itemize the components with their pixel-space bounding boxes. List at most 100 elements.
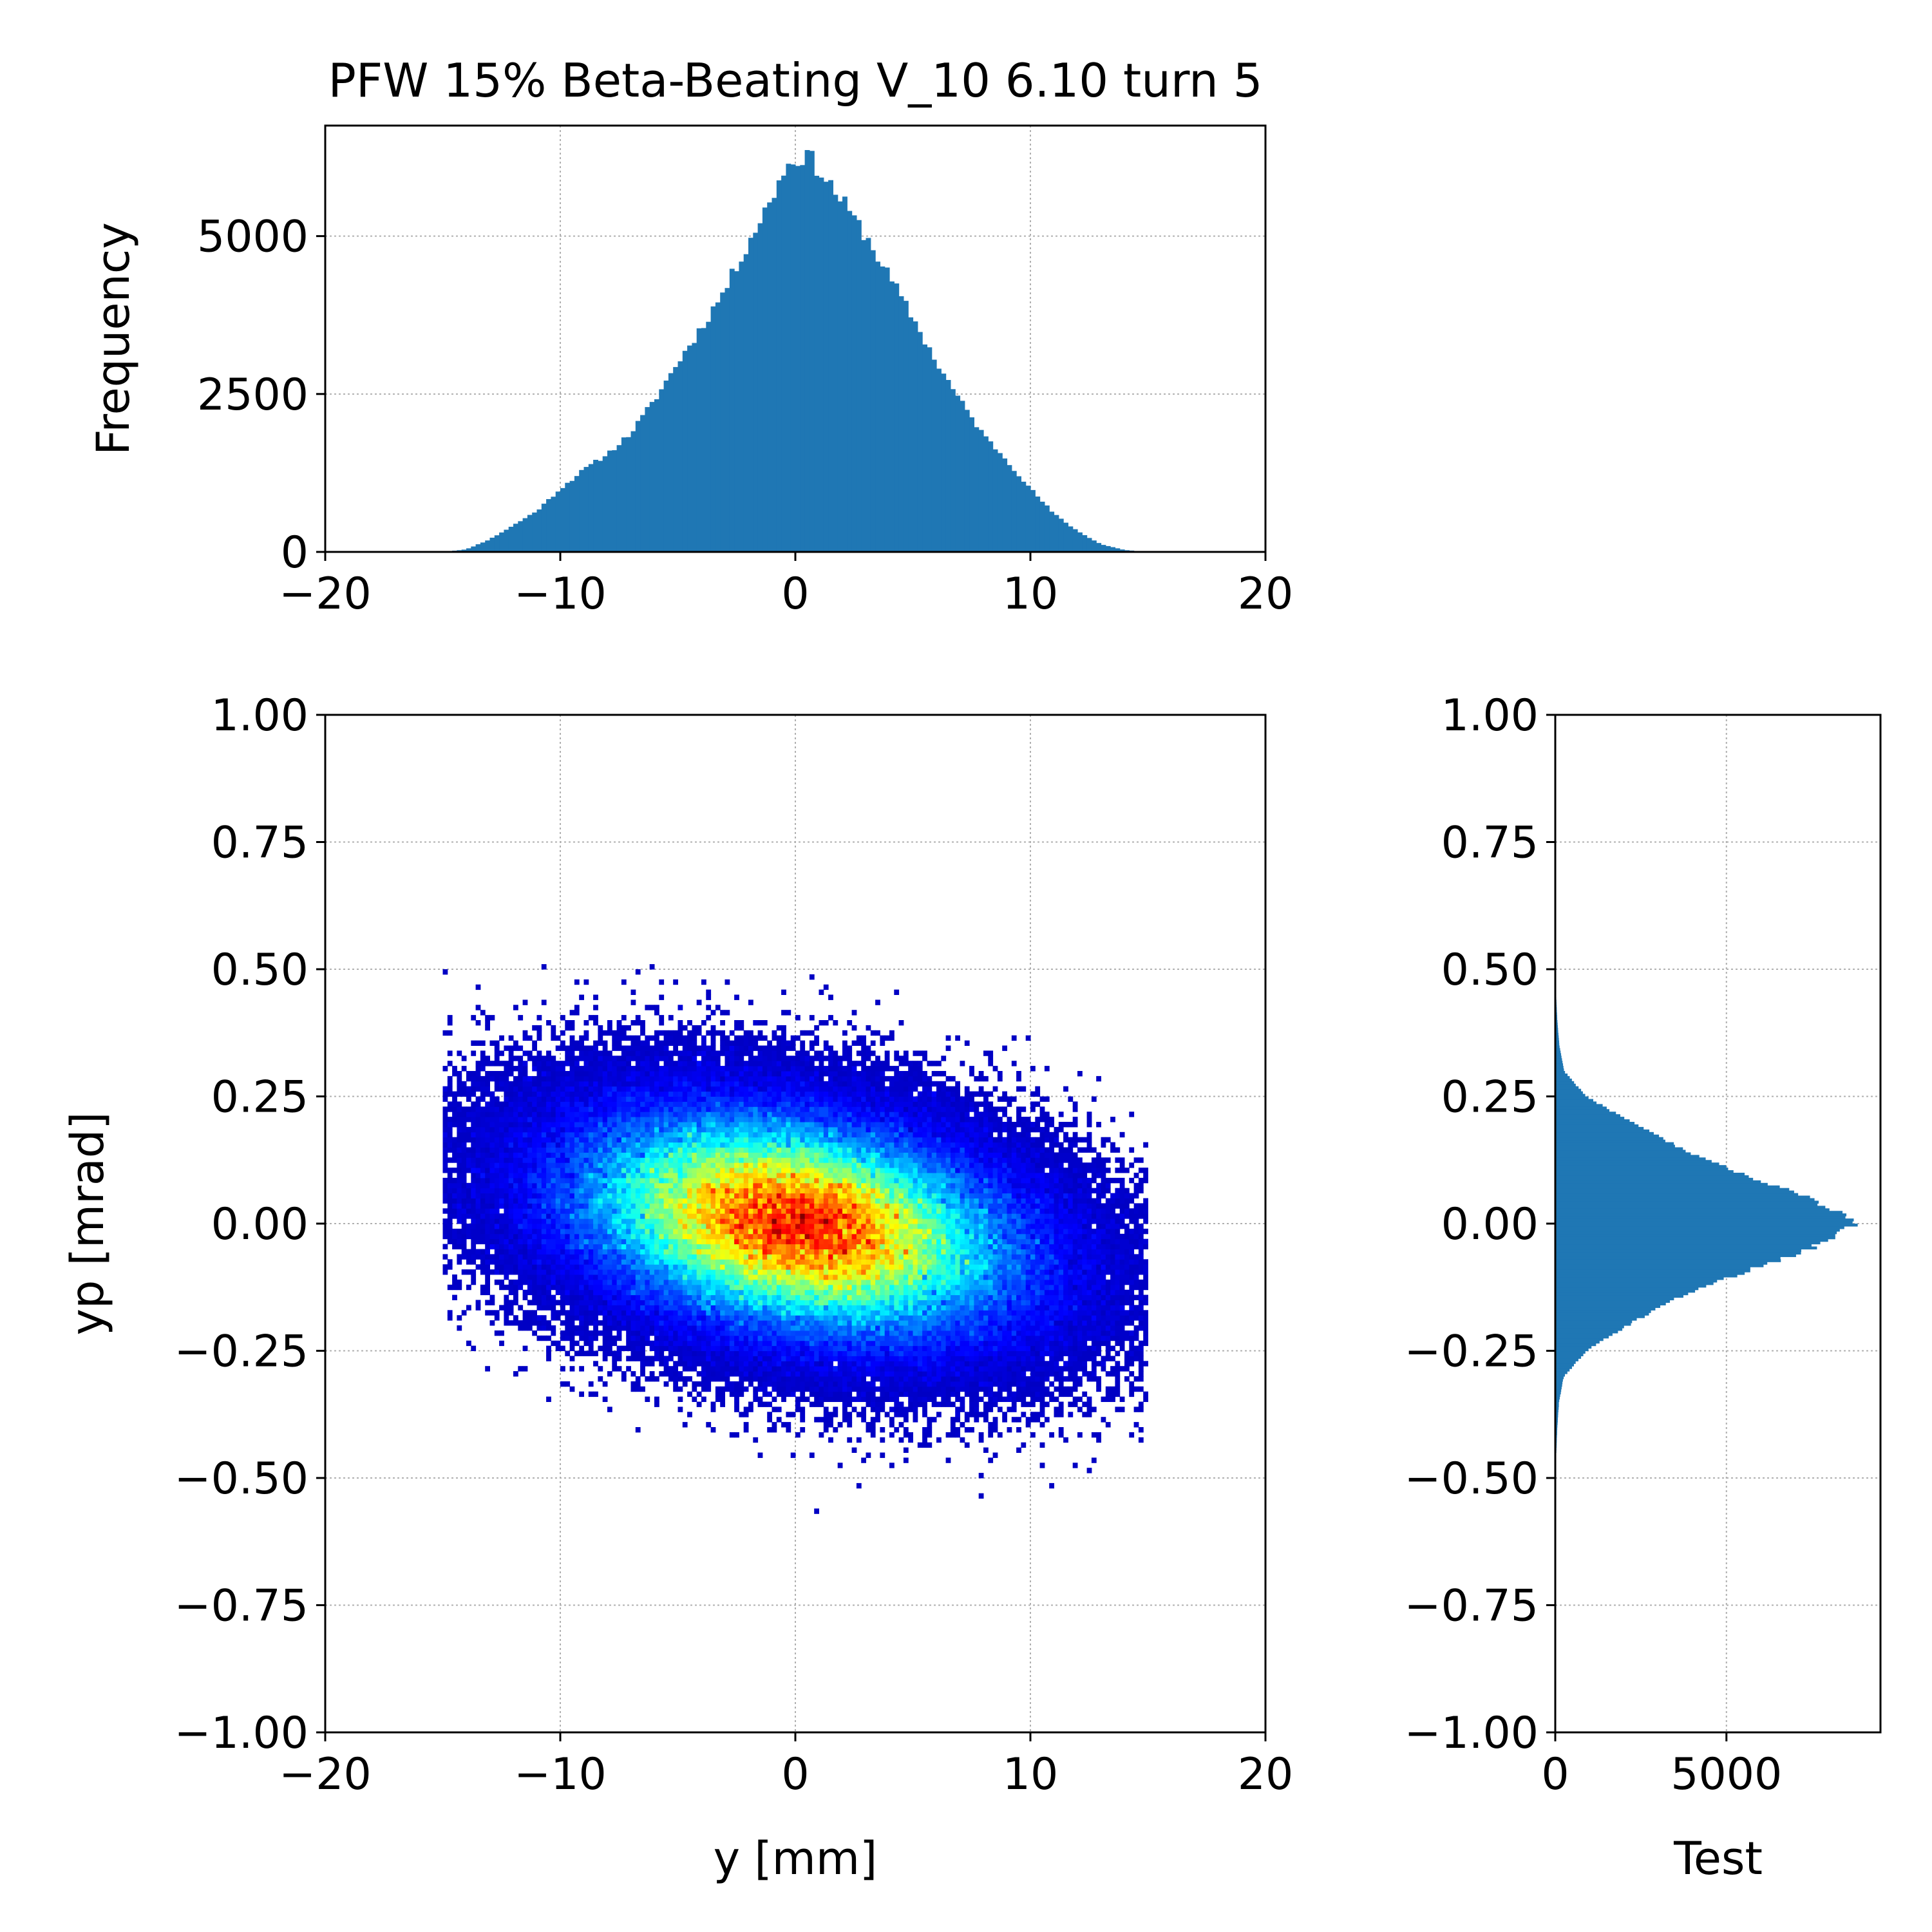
heatmap-cell bbox=[941, 1345, 947, 1351]
heatmap-cell bbox=[626, 1305, 631, 1311]
heatmap-cell bbox=[1082, 1279, 1088, 1285]
heatmap-cell bbox=[828, 1289, 833, 1296]
heatmap-cell bbox=[936, 1340, 942, 1347]
heatmap-cell bbox=[945, 1244, 951, 1249]
heatmap-cell bbox=[903, 1330, 909, 1336]
histogram-bar bbox=[1115, 548, 1121, 552]
heatmap-cell bbox=[1058, 1350, 1064, 1356]
heatmap-cell bbox=[1143, 1340, 1148, 1347]
heatmap-cell bbox=[569, 1310, 575, 1316]
heatmap-cell bbox=[875, 1233, 880, 1240]
heatmap-cell bbox=[1072, 1366, 1078, 1372]
heatmap-cell bbox=[880, 1249, 886, 1255]
heatmap-cell bbox=[757, 1224, 763, 1229]
heatmap-cell bbox=[677, 1361, 683, 1367]
heatmap-cell bbox=[833, 1330, 838, 1336]
heatmap-cell bbox=[743, 1386, 749, 1392]
heatmap-cell bbox=[504, 1259, 509, 1265]
heatmap-cell bbox=[955, 1300, 960, 1305]
heatmap-cell bbox=[870, 1279, 876, 1285]
heatmap-cell bbox=[1030, 1401, 1036, 1407]
heatmap-cell bbox=[941, 1391, 947, 1397]
heatmap-cell bbox=[1011, 1264, 1017, 1270]
heatmap-cell bbox=[565, 1238, 571, 1245]
heatmap-cell bbox=[913, 1412, 918, 1417]
heatmap-cell bbox=[922, 1376, 927, 1382]
heatmap-cell bbox=[945, 1340, 951, 1347]
heatmap-cell bbox=[851, 1350, 857, 1356]
heatmap-cell bbox=[762, 1249, 768, 1255]
heatmap-cell bbox=[541, 1228, 547, 1235]
heatmap-cell bbox=[927, 1376, 933, 1382]
heatmap-cell bbox=[1058, 1330, 1064, 1336]
heatmap-cell bbox=[734, 1320, 739, 1326]
heatmap-cell bbox=[945, 1274, 951, 1280]
heatmap-cell bbox=[1044, 1305, 1050, 1311]
heatmap-cell bbox=[936, 1320, 942, 1326]
heatmap-cell bbox=[583, 1249, 589, 1255]
heatmap-cell bbox=[522, 1224, 528, 1229]
heatmap-cell bbox=[522, 1218, 528, 1224]
heatmap-cell bbox=[635, 1376, 641, 1382]
heatmap-cell bbox=[734, 1228, 739, 1235]
heatmap-cell bbox=[757, 1401, 763, 1407]
heatmap-cell bbox=[823, 1396, 829, 1402]
heatmap-cell bbox=[1011, 1284, 1017, 1291]
heatmap-cell bbox=[786, 1391, 791, 1397]
heatmap-cell bbox=[960, 1366, 965, 1372]
heatmap-cell bbox=[706, 1233, 712, 1240]
heatmap-cell bbox=[931, 1300, 937, 1305]
heatmap-cell bbox=[804, 1300, 810, 1305]
heatmap-cell bbox=[626, 1356, 631, 1361]
heatmap-cell bbox=[767, 1274, 772, 1280]
histogram-bar bbox=[960, 401, 965, 552]
heatmap-cell bbox=[1124, 1233, 1130, 1240]
heatmap-cell bbox=[870, 1259, 876, 1265]
heatmap-cell bbox=[593, 1330, 598, 1336]
heatmap-cell bbox=[814, 1386, 819, 1392]
heatmap-cell bbox=[630, 1284, 636, 1291]
heatmap-cell bbox=[1068, 1361, 1074, 1367]
heatmap-cell bbox=[635, 1249, 641, 1255]
heatmap-cell bbox=[941, 1264, 947, 1270]
heatmap-cell bbox=[837, 1274, 843, 1280]
heatmap-cell bbox=[1129, 1254, 1135, 1260]
heatmap-cell bbox=[856, 1294, 862, 1300]
heatmap-cell bbox=[532, 1249, 537, 1255]
heatmap-cell bbox=[847, 1264, 853, 1270]
heatmap-cell bbox=[593, 1320, 598, 1326]
heatmap-cell bbox=[706, 1284, 712, 1291]
heatmap-cell bbox=[682, 1238, 688, 1245]
heatmap-cell bbox=[997, 1320, 1003, 1326]
heatmap-cell bbox=[856, 1345, 862, 1351]
heatmap-cell bbox=[1044, 1289, 1050, 1296]
heatmap-cell bbox=[724, 1244, 730, 1249]
heatmap-cell bbox=[767, 1325, 772, 1331]
heatmap-cell bbox=[833, 1406, 838, 1412]
histogram-bar bbox=[588, 464, 594, 552]
heatmap-cell bbox=[781, 1340, 786, 1347]
heatmap-cell bbox=[668, 1254, 674, 1260]
heatmap-cell bbox=[518, 1233, 524, 1240]
heatmap-cell bbox=[1096, 1437, 1101, 1443]
heatmap-cell bbox=[569, 1289, 575, 1296]
heatmap-cell bbox=[673, 1289, 678, 1296]
heatmap-cell bbox=[710, 1406, 716, 1412]
heatmap-cell bbox=[955, 1406, 960, 1412]
heatmap-cell bbox=[494, 1279, 500, 1285]
heatmap-cell bbox=[1096, 1274, 1101, 1280]
heatmap-cell bbox=[659, 1294, 665, 1300]
heatmap-cell bbox=[880, 1335, 886, 1341]
heatmap-cell bbox=[687, 1259, 692, 1265]
heatmap-cell bbox=[536, 1224, 542, 1229]
heatmap-cell bbox=[1054, 1371, 1059, 1377]
heatmap-cell bbox=[1072, 1310, 1078, 1316]
heatmap-cell bbox=[593, 1254, 598, 1260]
heatmap-cell bbox=[781, 1361, 786, 1367]
heatmap-cell bbox=[668, 1345, 674, 1351]
heatmap-cell bbox=[527, 1224, 533, 1229]
heatmap-cell bbox=[931, 1224, 937, 1229]
heatmap-cell bbox=[1049, 1350, 1054, 1356]
heatmap-cell bbox=[908, 1300, 913, 1305]
heatmap-cell bbox=[819, 1432, 824, 1438]
